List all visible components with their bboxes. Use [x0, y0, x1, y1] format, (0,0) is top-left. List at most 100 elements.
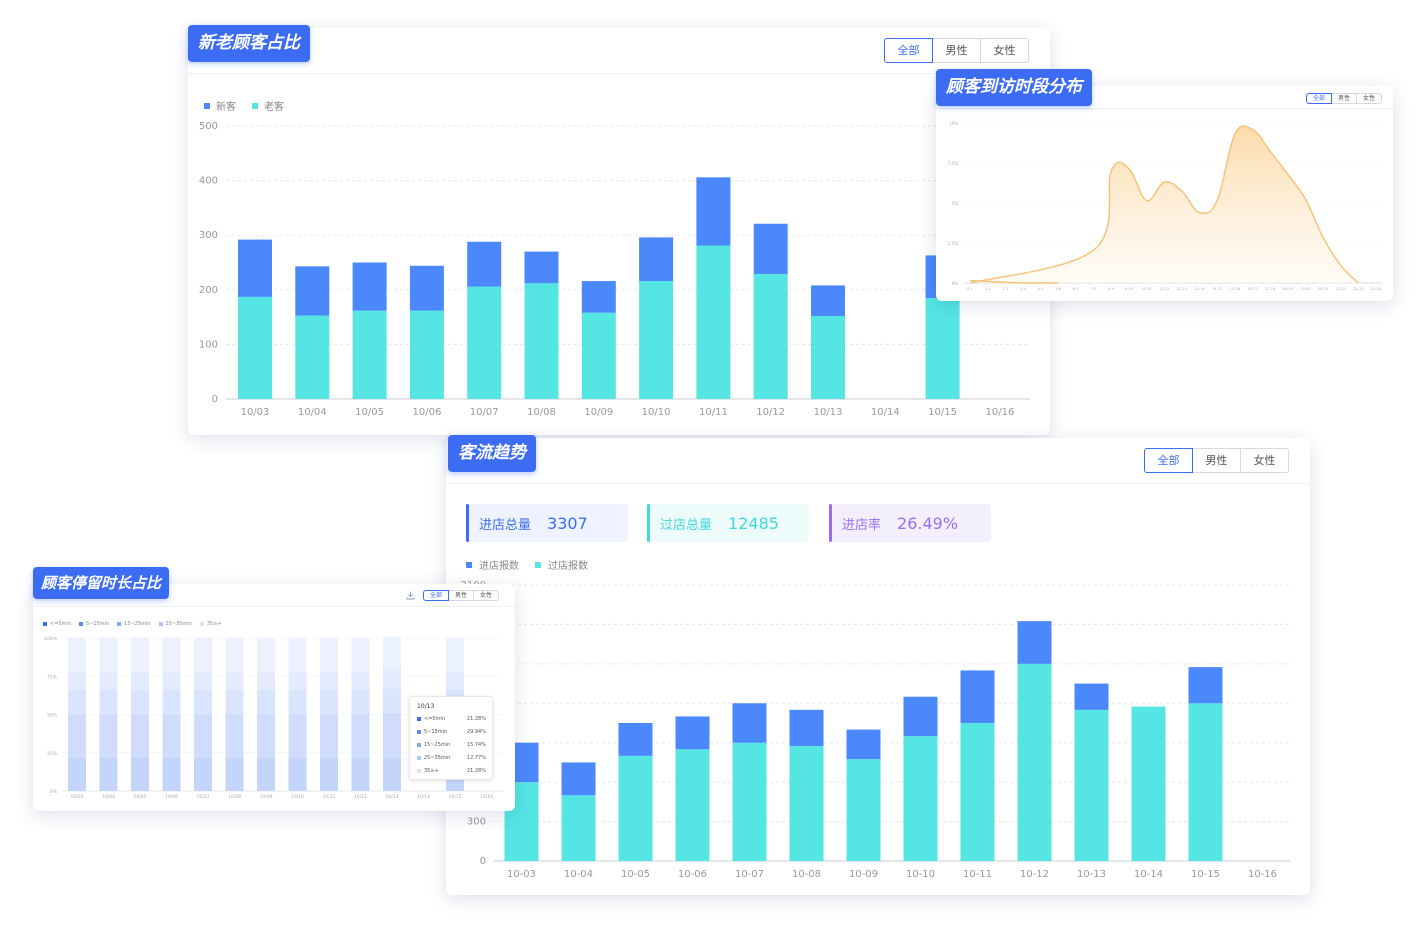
bar-segment: [162, 690, 181, 715]
bar-segment: [320, 671, 338, 691]
bar-segment: [320, 714, 338, 758]
bar-segment: [295, 315, 330, 399]
filter-all-button[interactable]: 全部: [1306, 93, 1332, 104]
bar-segment: [68, 638, 86, 672]
x-tick-label: 23-24: [1371, 287, 1382, 291]
x-tick-label: 10-07: [735, 869, 764, 880]
bar-segment: [225, 638, 244, 672]
x-tick-label: 10-09: [849, 869, 878, 880]
legend-label-25-35[interactable]: 25~35min: [165, 621, 192, 627]
legend-swatch-15-25: [117, 622, 122, 626]
bar-segment: [238, 296, 272, 399]
bar-segment: [675, 749, 710, 861]
tooltip-row: <=5min 21.28%: [417, 715, 486, 723]
bar-segment: [1074, 683, 1109, 710]
bar-segment: [753, 223, 788, 274]
download-icon[interactable]: [406, 591, 415, 600]
bar-segment: [257, 690, 275, 715]
x-tick-label: 17-18: [1265, 287, 1276, 291]
x-tick-label: 10/13: [814, 407, 843, 418]
panel-hourly-distribution: 全部 男性 女性 0% 2.5% 5% 7.5% 10% 0-1 1-2 2-3 3-4 4-5 5…: [936, 86, 1393, 301]
ratio-bar-chart: 0 100 200 300 400 500 10/03 10/04 10/05 10/06 10/0…: [199, 121, 1030, 418]
bar-segment: [68, 714, 86, 758]
tooltip-row-name: 35≥+: [424, 768, 439, 774]
kpi-passed-total: 过店总量 12485: [647, 504, 809, 542]
legend-swatch-passed: [535, 561, 541, 568]
bar-segment: [288, 757, 307, 791]
kpi-entered-total: 进店总量 3307: [466, 504, 628, 542]
legend-swatch-5-15: [79, 622, 83, 626]
y-tick-label: 0: [480, 856, 486, 867]
traffic-bar-chart: 0300210010-0310-0410-0510-0610-0710-0810…: [461, 580, 1290, 880]
x-tick-label: 10-16: [1248, 869, 1277, 880]
legend-label-old[interactable]: 老客: [264, 102, 284, 113]
bar-segment: [351, 714, 370, 758]
legend-swatch-le5: [43, 622, 47, 626]
legend-label-passed[interactable]: 过店报数: [548, 561, 588, 572]
x-tick-label: 10/12: [756, 407, 785, 418]
traffic-legend: 进店报数 过店报数: [466, 557, 588, 572]
legend-label-entered[interactable]: 进店报数: [479, 561, 519, 572]
x-tick-label: 10/13: [386, 794, 399, 800]
y-tick-label: 0%: [952, 281, 959, 286]
kpi-label: 进店总量: [479, 517, 532, 533]
bar-segment: [1131, 706, 1166, 861]
tooltip-row-value: 21.28%: [466, 768, 486, 774]
legend-label-new[interactable]: 新客: [216, 102, 236, 113]
x-tick-label: 10-14: [1134, 869, 1163, 880]
legend-label-15-25[interactable]: 15~25min: [124, 621, 151, 627]
bar-segment: [903, 736, 938, 861]
filter-female-button[interactable]: 女性: [1240, 448, 1289, 473]
bar-segment: [383, 712, 401, 759]
y-tick-label: 300: [467, 817, 486, 828]
x-tick-label: 10/05: [355, 407, 384, 418]
filter-male-button[interactable]: 男性: [932, 38, 981, 63]
legend-label-35plus[interactable]: 35≥+: [206, 621, 222, 627]
bar-segment: [194, 638, 212, 672]
y-tick-label: 10%: [949, 121, 958, 126]
legend-label-le5[interactable]: <=5min: [50, 621, 71, 627]
x-tick-label: 10/14: [871, 407, 900, 418]
filter-all-button[interactable]: 全部: [423, 590, 449, 601]
x-tick-label: 10/11: [699, 407, 728, 418]
bar-segment: [618, 723, 653, 756]
panel-header-divider: [188, 73, 1050, 74]
x-tick-label: 10-15: [1191, 869, 1220, 880]
bar-segment: [467, 241, 502, 287]
tooltip-row-value: 15.74%: [466, 742, 486, 748]
bar-segment: [789, 709, 824, 746]
bar-segment: [257, 757, 275, 791]
bar-segment: [561, 762, 596, 796]
bar-segment: [753, 273, 788, 399]
bar-segment: [960, 723, 995, 861]
bar-segment: [99, 638, 118, 672]
filter-male-button[interactable]: 男性: [1192, 448, 1241, 473]
filter-female-button[interactable]: 女性: [980, 38, 1029, 63]
x-tick-label: 10/06: [165, 794, 178, 800]
bar-segment: [162, 671, 181, 691]
y-tick-label: 200: [199, 285, 218, 296]
x-tick-label: 10-13: [1077, 869, 1106, 880]
filter-female-button[interactable]: 女性: [1356, 93, 1382, 104]
x-tick-label: 10/09: [260, 794, 273, 800]
bar-segment: [351, 671, 370, 691]
bar-segment: [162, 757, 181, 791]
bar-segment: [225, 671, 244, 691]
filter-female-button[interactable]: 女性: [473, 590, 499, 601]
x-tick-label: 10-08: [792, 869, 821, 880]
x-tick-label: 10-03: [507, 869, 536, 880]
y-tick-label: 5%: [952, 201, 959, 206]
bar-segment: [383, 688, 401, 713]
bar-segment: [194, 671, 212, 691]
bar-segment: [257, 671, 275, 691]
filter-all-button[interactable]: 全部: [1144, 448, 1193, 473]
legend-label-5-15[interactable]: 5~15min: [86, 621, 110, 627]
bar-segment: [446, 671, 464, 691]
bar-segment: [732, 703, 767, 743]
tooltip-row: 5~15min 29.94%: [417, 728, 486, 736]
tooltip-swatch: [417, 730, 421, 734]
bar-segment: [675, 716, 710, 750]
tooltip-row: 35≥+ 21.28%: [417, 767, 486, 775]
bar-segment: [194, 714, 212, 758]
filter-all-button[interactable]: 全部: [884, 38, 933, 63]
